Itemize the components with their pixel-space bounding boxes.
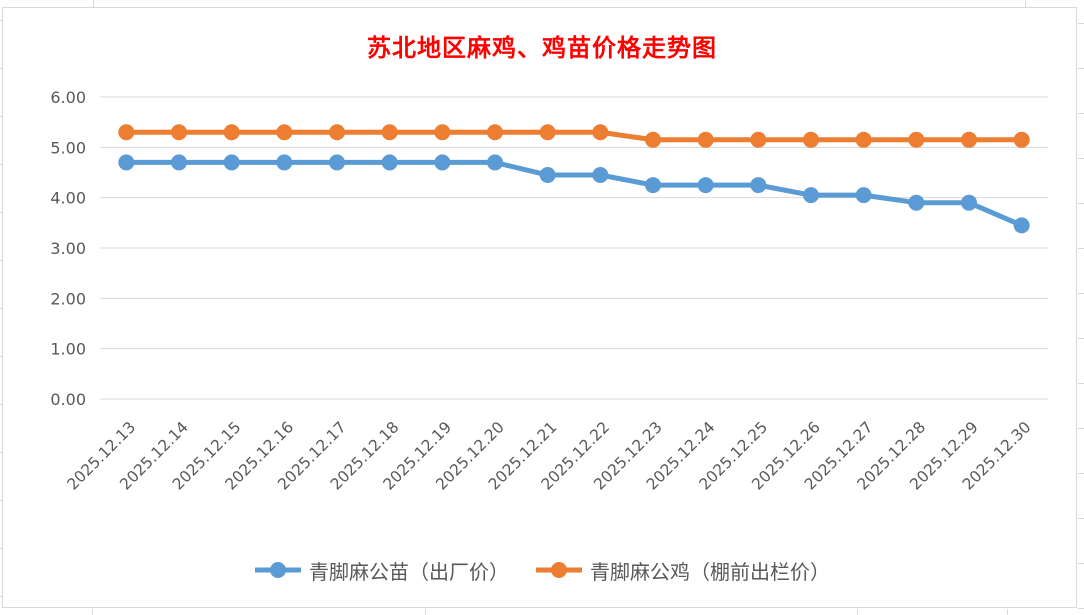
worksheet-gridline	[1078, 338, 1084, 339]
series-line-1	[123, 129, 1025, 143]
data-point[interactable]	[961, 194, 977, 211]
data-point[interactable]	[592, 124, 609, 141]
worksheet-gridline	[0, 452, 2, 453]
data-point[interactable]	[750, 131, 767, 148]
data-point[interactable]	[750, 177, 767, 194]
worksheet-gridline	[0, 356, 2, 357]
data-point[interactable]	[803, 131, 819, 148]
y-axis-tick-label: 4.00	[50, 189, 86, 208]
worksheet-gridline	[0, 404, 2, 405]
data-point[interactable]	[855, 187, 872, 204]
worksheet-gridline	[0, 116, 2, 117]
worksheet-gridline	[1078, 203, 1084, 204]
worksheet-gridline	[0, 164, 2, 165]
worksheet-gridline	[425, 609, 426, 615]
data-point[interactable]	[381, 124, 398, 141]
data-point[interactable]	[434, 154, 451, 171]
worksheet-gridline	[1078, 68, 1084, 69]
data-point[interactable]	[803, 187, 819, 204]
worksheet-gridline	[1078, 23, 1084, 24]
worksheet-gridline	[92, 609, 93, 615]
worksheet-gridline	[857, 609, 858, 615]
legend-label-chick: 青脚麻公苗（出厂价）	[309, 559, 509, 584]
data-point[interactable]	[329, 124, 345, 141]
data-point[interactable]	[539, 167, 556, 184]
data-point[interactable]	[1013, 131, 1030, 148]
worksheet-gridline	[0, 548, 2, 549]
worksheet-gridline	[1078, 158, 1084, 159]
worksheet-gridline	[1078, 293, 1084, 294]
worksheet-gridline	[1078, 383, 1084, 384]
data-point[interactable]	[855, 131, 872, 148]
worksheet-gridline	[0, 20, 2, 21]
legend-item-chick-price[interactable]: 青脚麻公苗（出厂价）	[254, 556, 509, 585]
data-point[interactable]	[908, 194, 925, 211]
worksheet-gridline	[1078, 248, 1084, 249]
worksheet-gridline	[93, 0, 94, 7]
y-axis-tick-label: 6.00	[50, 88, 86, 107]
worksheet-gridline	[1078, 428, 1084, 429]
worksheet-gridline	[1078, 608, 1084, 609]
worksheet-gridline	[0, 260, 2, 261]
data-point[interactable]	[487, 124, 503, 141]
worksheet-gridline	[1078, 113, 1084, 114]
data-point[interactable]	[381, 154, 398, 171]
y-axis-tick-label: 0.00	[50, 390, 86, 409]
data-point[interactable]	[1013, 217, 1030, 234]
chart-title: 苏北地区麻鸡、鸡苗价格走势图	[367, 36, 717, 62]
data-point[interactable]	[276, 154, 293, 171]
legend: 青脚麻公苗（出厂价） 青脚麻公鸡（棚前出栏价）	[0, 548, 1084, 592]
worksheet-gridline	[1025, 0, 1026, 7]
y-axis-tick-label: 3.00	[50, 239, 86, 258]
data-point[interactable]	[434, 124, 451, 141]
data-point[interactable]	[487, 154, 503, 171]
y-axis-tick-label: 2.00	[50, 289, 86, 308]
data-point[interactable]	[697, 131, 714, 148]
data-point[interactable]	[908, 131, 925, 148]
data-point[interactable]	[118, 154, 135, 171]
data-point[interactable]	[171, 124, 187, 141]
legend-marker-orange-icon	[536, 562, 582, 578]
data-point[interactable]	[276, 124, 293, 141]
worksheet-gridline	[0, 596, 2, 597]
legend-label-chicken: 青脚麻公鸡（棚前出栏价）	[590, 559, 830, 584]
legend-item-chicken-price[interactable]: 青脚麻公鸡（棚前出栏价）	[535, 556, 830, 585]
data-point[interactable]	[645, 131, 661, 148]
worksheet-gridline	[0, 212, 2, 213]
y-axis-tick-label: 5.00	[50, 138, 86, 157]
data-point[interactable]	[697, 177, 714, 194]
data-point[interactable]	[223, 154, 240, 171]
worksheet-gridline	[1078, 563, 1084, 564]
worksheet-gridline	[1007, 609, 1008, 615]
data-point[interactable]	[539, 124, 556, 141]
data-point[interactable]	[961, 131, 977, 148]
worksheet-gridline	[1078, 518, 1084, 519]
worksheet-gridline	[0, 308, 2, 309]
data-point[interactable]	[223, 124, 240, 141]
legend-marker-blue-icon	[255, 562, 301, 578]
chart-border	[2, 7, 1077, 608]
y-axis-tick-label: 1.00	[50, 340, 86, 359]
data-point[interactable]	[592, 167, 609, 184]
data-point[interactable]	[329, 154, 345, 171]
worksheet-gridline	[1078, 473, 1084, 474]
data-point[interactable]	[171, 154, 187, 171]
data-point[interactable]	[118, 124, 135, 141]
series-line-0	[123, 159, 1025, 228]
data-point[interactable]	[645, 177, 661, 194]
worksheet-gridline	[0, 500, 2, 501]
worksheet-gridline	[0, 68, 2, 69]
